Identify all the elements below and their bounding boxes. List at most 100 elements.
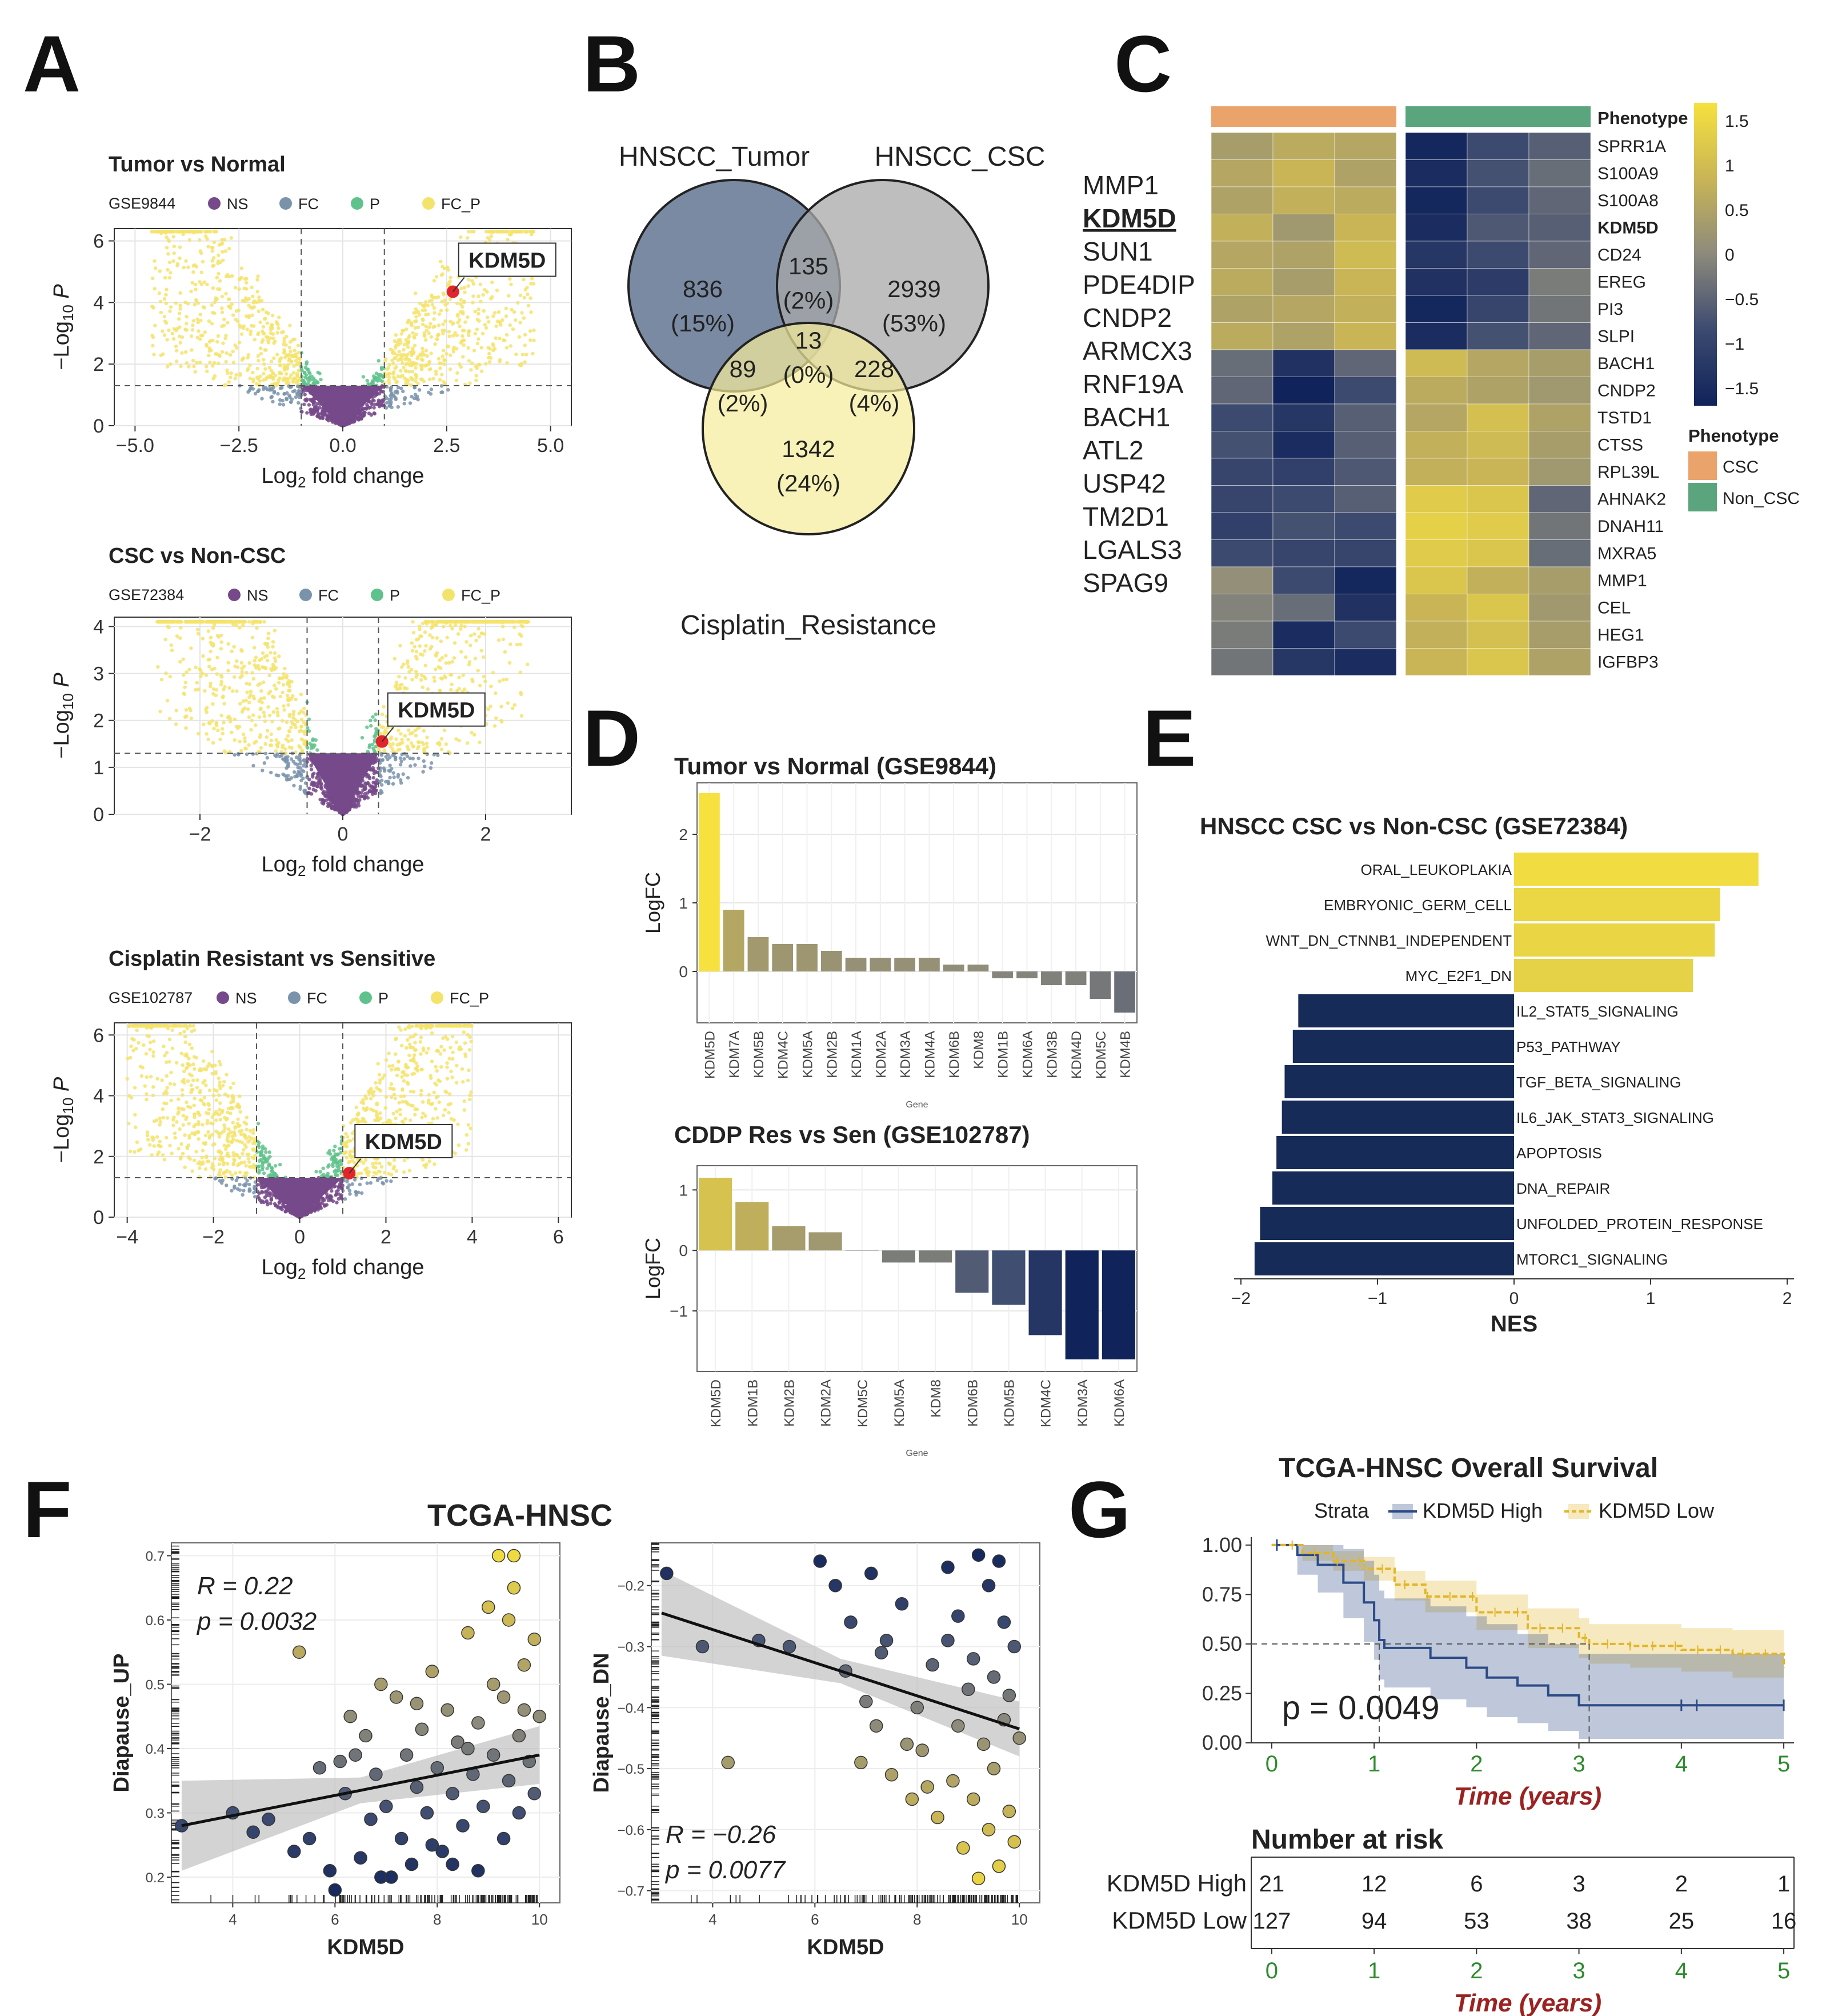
volcano-point <box>245 281 249 285</box>
volcano-point <box>190 1169 194 1173</box>
volcano-point <box>414 307 418 311</box>
x-axis-label: Log2 fold change <box>262 853 425 879</box>
volcano-point <box>179 1142 183 1146</box>
volcano-point <box>218 1062 222 1067</box>
volcano-point <box>478 740 482 745</box>
volcano-point <box>427 325 431 329</box>
volcano-point <box>523 230 527 234</box>
volcano-point <box>292 709 296 714</box>
volcano-point <box>193 370 197 374</box>
volcano-point <box>171 259 175 263</box>
volcano-point <box>273 629 277 633</box>
volcano-point <box>449 673 453 677</box>
volcano-point <box>486 346 490 350</box>
volcano-point <box>399 341 403 345</box>
volcano-point <box>478 282 483 286</box>
volcano-point <box>201 259 205 264</box>
volcano-point <box>252 1156 256 1161</box>
volcano-point <box>266 631 271 635</box>
volcano-point <box>215 672 219 676</box>
volcano-point <box>229 371 233 375</box>
volcano-point <box>250 671 254 675</box>
volcano-point <box>378 1111 382 1115</box>
volcano-point <box>466 346 470 350</box>
volcano-point <box>161 1115 166 1120</box>
legend-dot-fc <box>288 991 301 1004</box>
volcano-point <box>294 359 298 363</box>
volcano-point <box>267 673 271 678</box>
volcano-point <box>504 677 509 682</box>
volcano-point <box>271 662 275 667</box>
volcano-point <box>245 298 249 302</box>
volcano-point <box>127 1024 131 1028</box>
volcano-point <box>370 381 374 385</box>
volcano-point <box>509 282 513 286</box>
volcano-point <box>437 323 441 327</box>
volcano-point <box>167 328 171 333</box>
volcano-point <box>189 646 193 650</box>
volcano-point <box>413 291 418 295</box>
volcano-point <box>287 679 291 683</box>
volcano-point <box>430 1031 434 1035</box>
volcano-point <box>392 1158 397 1162</box>
volcano-point <box>271 336 275 341</box>
volcano-point <box>507 233 512 237</box>
volcano-point <box>205 710 209 714</box>
volcano-point <box>253 723 258 727</box>
volcano-point <box>456 314 460 318</box>
volcano-point <box>507 230 512 234</box>
volcano-point <box>374 1081 378 1085</box>
volcano-point <box>529 310 533 314</box>
volcano-point <box>164 1089 168 1093</box>
volcano-point <box>235 689 239 693</box>
volcano-point <box>404 353 408 357</box>
volcano-point <box>362 406 366 411</box>
volcano-point <box>406 738 410 742</box>
volcano-point <box>410 377 414 381</box>
volcano-point <box>185 230 189 234</box>
volcano3-title: Cisplatin Resistant vs Sensitive <box>109 947 435 971</box>
volcano-point <box>263 751 268 755</box>
volcano-point <box>345 1155 349 1160</box>
volcano-point <box>367 743 372 747</box>
volcano-point <box>427 367 432 371</box>
volcano-point <box>501 678 506 682</box>
volcano-point <box>250 635 255 640</box>
volcano-point <box>241 357 245 361</box>
volcano-point <box>166 625 170 629</box>
volcano-point <box>299 778 303 783</box>
volcano-point <box>414 675 418 679</box>
volcano-point <box>162 1044 166 1049</box>
volcano-point <box>222 702 226 706</box>
volcano-point <box>195 627 200 631</box>
volcano-point <box>227 246 231 251</box>
volcano-point <box>307 370 311 374</box>
volcano-point <box>280 677 284 681</box>
volcano-point <box>199 270 203 274</box>
y-tick-label: 3 <box>93 663 104 685</box>
volcano-point <box>284 775 289 779</box>
volcano-point <box>483 323 487 327</box>
volcano-point <box>379 403 383 407</box>
volcano-point <box>405 327 409 331</box>
volcano-point <box>437 665 441 669</box>
volcano-point <box>472 349 476 353</box>
volcano-point <box>190 328 195 332</box>
volcano-point <box>358 1182 362 1187</box>
volcano-point <box>219 682 223 687</box>
volcano-point <box>210 249 214 253</box>
volcano-point <box>215 339 219 344</box>
volcano-point <box>180 1088 185 1092</box>
volcano-point <box>159 678 164 682</box>
volcano-point <box>315 414 319 418</box>
volcano-point <box>302 381 307 385</box>
volcano-point <box>440 299 444 304</box>
volcano-point <box>290 353 294 358</box>
volcano-point <box>238 739 242 743</box>
volcano-point <box>240 670 244 674</box>
volcano-point <box>174 722 178 726</box>
volcano-point <box>494 324 498 328</box>
volcano-point <box>225 1183 229 1187</box>
volcano-point <box>488 356 493 360</box>
volcano-point <box>286 362 290 367</box>
